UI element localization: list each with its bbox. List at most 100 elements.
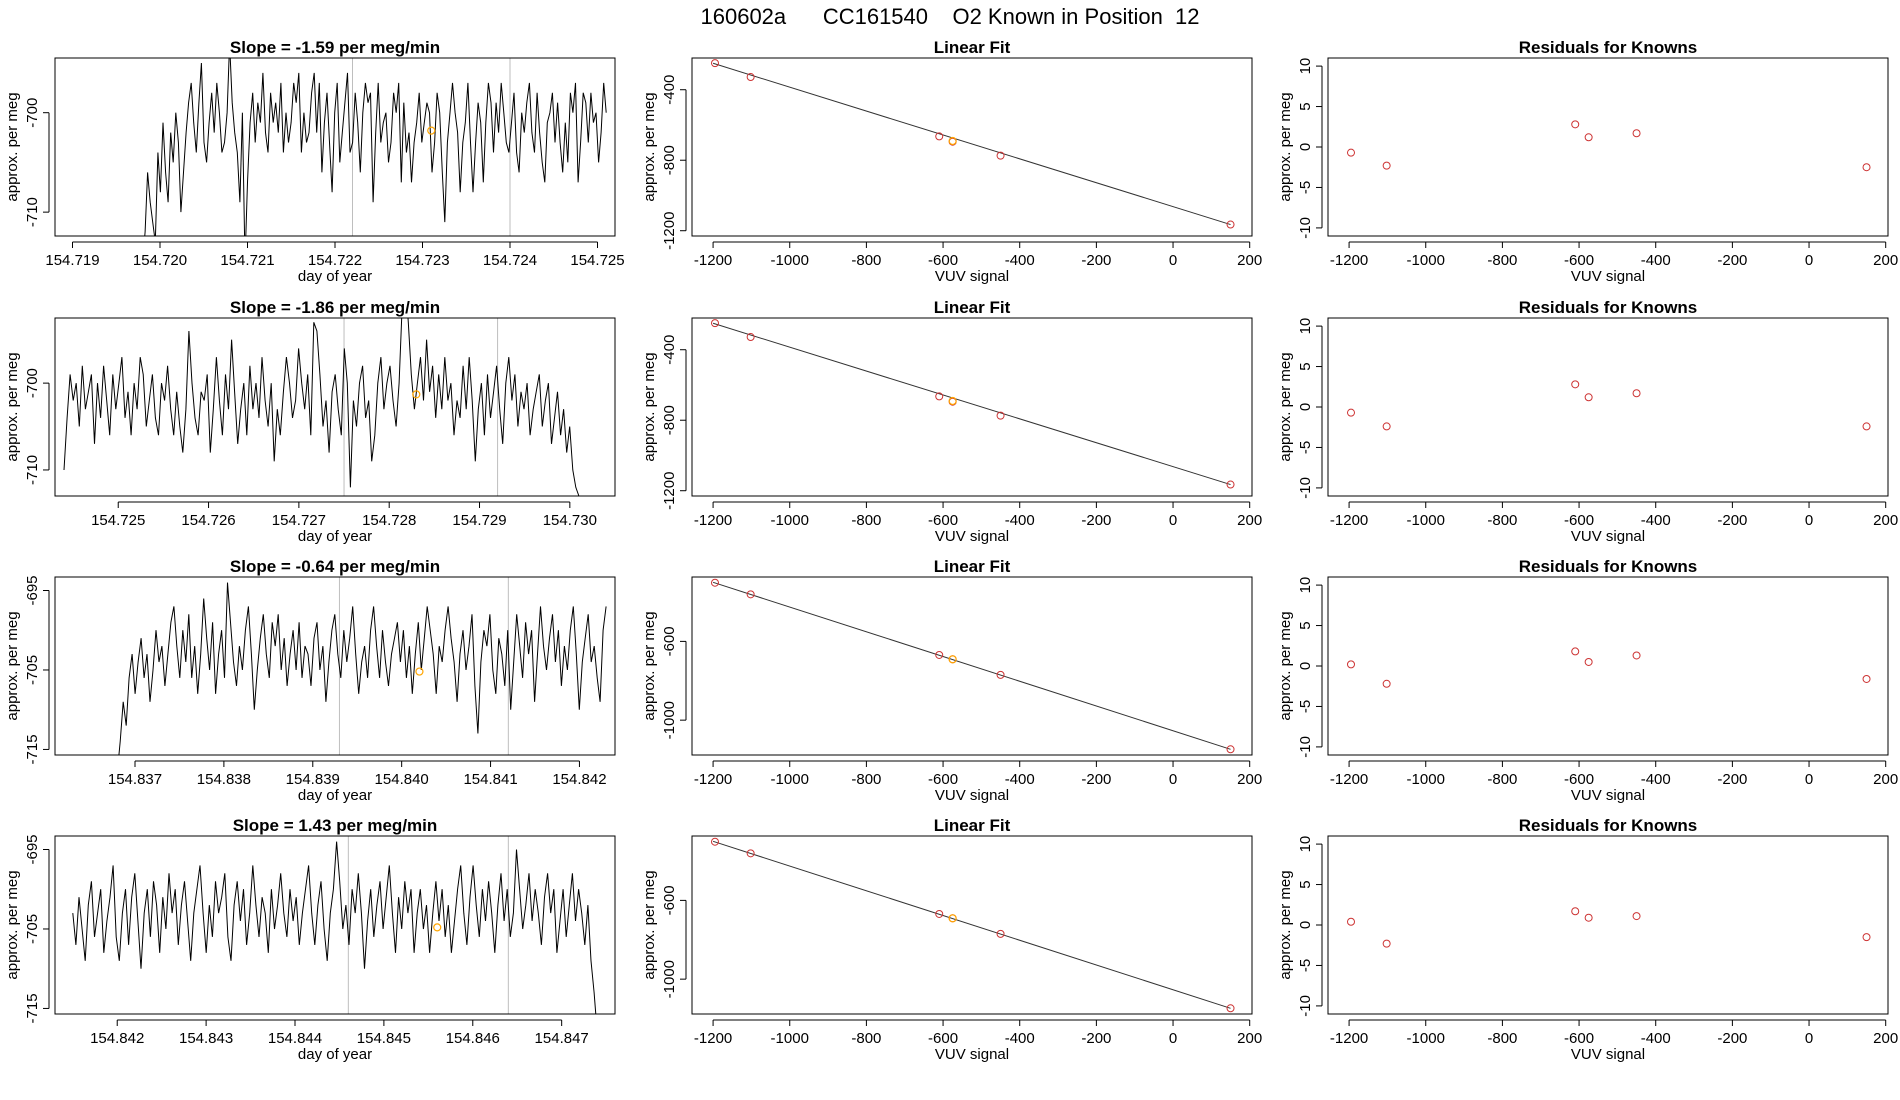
x-tick-label: 154.840	[375, 771, 429, 788]
y-tick-label: -695	[24, 834, 41, 864]
x-tick-label: 154.729	[452, 512, 506, 529]
trace-line	[118, 582, 607, 755]
y-tick-label: -1000	[661, 701, 678, 739]
plot-frame	[691, 835, 1253, 1015]
page-title: 160602a CC161540 O2 Known in Position 12	[700, 4, 1200, 29]
x-tick-label: -1200	[1330, 512, 1368, 529]
x-tick-label: 154.725	[570, 252, 624, 269]
known-point	[1571, 647, 1580, 656]
y-tick-label: -5	[1297, 700, 1314, 713]
x-axis-label: VUV signal	[1571, 268, 1645, 285]
chart-title: Slope = -0.64 per meg/min	[230, 557, 440, 576]
y-tick-label: -715	[24, 734, 41, 764]
y-tick-label: -705	[24, 914, 41, 944]
x-tick-label: 154.842	[90, 1030, 144, 1047]
known-point	[1382, 679, 1391, 688]
y-tick-label: -700	[24, 98, 41, 128]
x-tick-label: -1000	[771, 1030, 809, 1047]
y-tick-label: 0	[1297, 403, 1314, 411]
plot-frame	[691, 576, 1253, 756]
y-tick-label: -695	[24, 575, 41, 605]
x-tick-label: 154.722	[308, 252, 362, 269]
panel-residuals-row-1: Residuals for Knowns-1200 -1000 -800 -600 -4…	[1277, 38, 1898, 285]
x-tick-label: -600	[928, 1030, 958, 1047]
fit-line	[712, 62, 1231, 226]
y-axis-label: approx. per meg	[1277, 870, 1294, 979]
x-axis-label: VUV signal	[935, 787, 1009, 804]
known-point	[935, 392, 944, 401]
x-tick-label: 154.847	[535, 1030, 589, 1047]
known-point	[1862, 163, 1871, 172]
x-tick-label: 154.839	[286, 771, 340, 788]
x-tick-label: 0	[1805, 252, 1813, 269]
fit-line	[712, 322, 1231, 486]
x-tick-label: -400	[1641, 1030, 1671, 1047]
x-tick-label: -200	[1717, 1030, 1747, 1047]
sample-point	[948, 136, 957, 146]
x-tick-label: -1000	[1407, 252, 1445, 269]
known-point	[1862, 674, 1871, 683]
y-tick-label: -1000	[661, 960, 678, 998]
x-tick-label: -200	[1081, 252, 1111, 269]
y-tick-label: -800	[661, 145, 678, 175]
y-tick-label: -705	[24, 655, 41, 685]
chart-title: Linear Fit	[934, 816, 1011, 835]
plot-frame	[1327, 835, 1889, 1015]
y-tick-label: 5	[1297, 362, 1314, 370]
y-tick-label: 10	[1297, 577, 1314, 594]
x-tick-label: 154.837	[108, 771, 162, 788]
chart-title: Residuals for Knowns	[1519, 298, 1698, 317]
known-point	[1571, 380, 1580, 389]
x-tick-label: -200	[1081, 512, 1111, 529]
plot-frame	[1327, 57, 1889, 237]
panel-linearfit-row-1: Linear Fit -1200 -1000 -800 -600 -400 -200 0 200…	[641, 38, 1262, 285]
panel-residuals-row-4: Residuals for Knowns-1200 -1000 -800 -600 -4…	[1277, 816, 1898, 1063]
y-axis-label: approx. per meg	[4, 92, 21, 201]
y-tick-label: -10	[1297, 477, 1314, 499]
x-tick-label: 0	[1805, 512, 1813, 529]
x-tick-label: -800	[1487, 771, 1517, 788]
plot-data	[710, 319, 1235, 489]
panel-residuals-row-3: Residuals for Knowns-1200 -1000 -800 -600 -4…	[1277, 557, 1898, 804]
known-point	[1584, 393, 1593, 402]
x-tick-label: -800	[1487, 1030, 1517, 1047]
plot-data	[63, 318, 580, 496]
plot-frame	[54, 317, 616, 497]
x-tick-label: -1000	[1407, 1030, 1445, 1047]
known-point	[1584, 657, 1593, 666]
y-tick-label: 10	[1297, 318, 1314, 335]
known-point	[1346, 660, 1355, 669]
known-point	[710, 319, 719, 328]
panel-linearfit-row-3: Linear Fit -1200 -1000 -800 -600 -400 -200 0 200…	[641, 557, 1262, 804]
x-tick-label: -400	[1005, 252, 1035, 269]
panel-timeseries-row-2: Slope = -1.86 per meg/min 154.725 154.726 1…	[4, 298, 616, 545]
x-tick-label: 0	[1169, 771, 1177, 788]
y-axis-label: approx. per meg	[641, 92, 658, 201]
plot-data	[118, 582, 607, 755]
x-axis-label: VUV signal	[935, 1046, 1009, 1063]
x-tick-label: 154.846	[446, 1030, 500, 1047]
x-axis-label: VUV signal	[1571, 528, 1645, 545]
y-tick-label: -400	[661, 75, 678, 105]
x-tick-label: 200	[1873, 1030, 1898, 1047]
panel-timeseries-row-1: Slope = -1.59 per meg/min 154.719 154.720 1…	[4, 38, 625, 285]
x-axis-label: day of year	[298, 268, 372, 285]
y-axis-label: approx. per meg	[641, 352, 658, 461]
fit-line	[712, 581, 1231, 750]
y-tick-label: -715	[24, 993, 41, 1023]
y-tick-label: 0	[1297, 662, 1314, 670]
panel-linearfit-row-4: Linear Fit -1200 -1000 -800 -600 -400 -200 0 200…	[641, 816, 1262, 1063]
x-tick-label: -1200	[1330, 252, 1368, 269]
x-tick-label: -800	[851, 512, 881, 529]
x-tick-label: 154.727	[272, 512, 326, 529]
panel-residuals-row-2: Residuals for Knowns-1200 -1000 -800 -600 -4…	[1277, 298, 1898, 545]
known-point	[1584, 133, 1593, 142]
x-tick-label: -600	[1564, 512, 1594, 529]
x-tick-label: -400	[1005, 1030, 1035, 1047]
x-tick-label: 154.719	[45, 252, 99, 269]
x-tick-label: 154.838	[197, 771, 251, 788]
known-point	[1226, 220, 1235, 229]
y-tick-label: -5	[1297, 959, 1314, 972]
x-tick-label: -1200	[694, 1030, 732, 1047]
